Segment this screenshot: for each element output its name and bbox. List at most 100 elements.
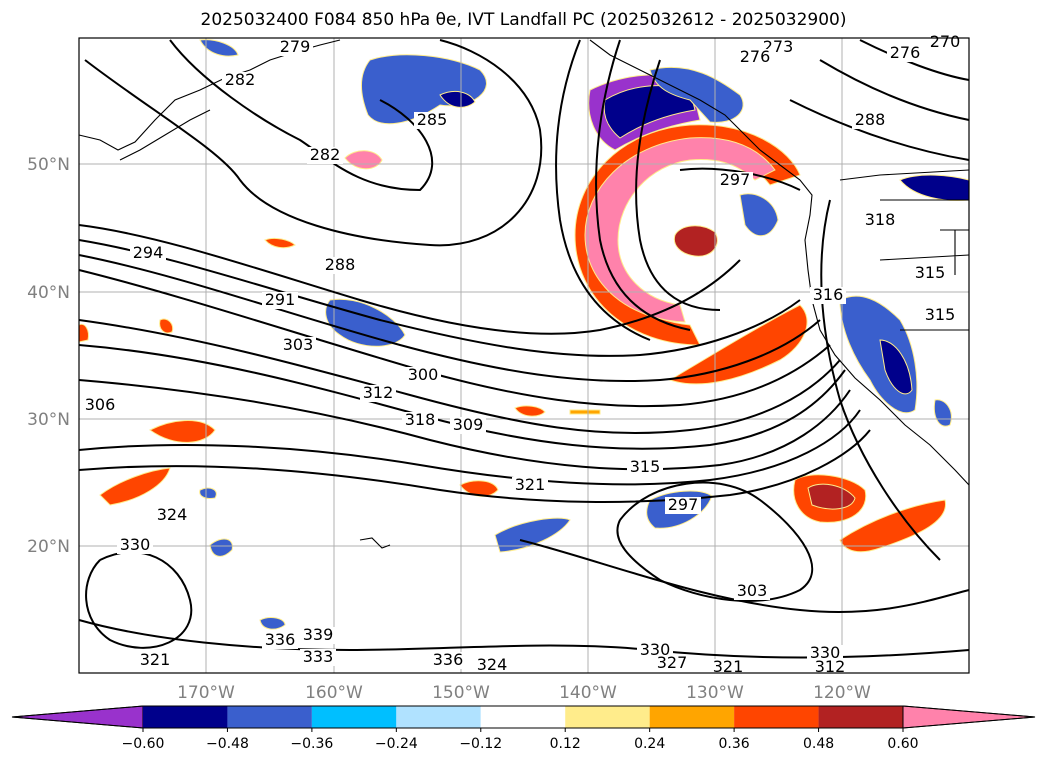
lon-label-4: 130°W [686,683,744,703]
contour-label-7: 297 [720,170,751,189]
contour-label-17: 336 [265,630,296,649]
contour-label-bg [627,459,663,476]
contour-label-bg [154,507,190,524]
contour-label-16: 330 [120,535,151,554]
colorbar-tick-label-9: 0.60 [887,736,918,752]
colorbar-segment-3 [396,706,481,728]
shaded-region-26 [264,237,296,249]
contour-label-39: 321 [140,650,171,669]
lat-label-2: 30°N [27,410,70,430]
contour-label-29: 300 [408,365,439,384]
contour-label-bg [130,245,166,262]
colorbar-segment-7 [734,706,819,728]
contour-label-bg [450,417,486,434]
shaded-region-2 [673,225,718,257]
colorbar-extend-right [902,705,1036,729]
lon-label-1: 160°W [305,683,363,703]
contour-label-21: 324 [477,655,508,674]
shaded-region-11 [668,304,808,385]
contour-label-bg [637,642,673,659]
colorbar-segment-4 [480,706,566,728]
contour-label-bg [360,385,396,402]
shaded-region-13 [807,483,856,510]
colorbar-segment-0 [143,706,228,728]
contour-label-bg [262,632,298,649]
contour-label-38: 315 [925,305,956,324]
contour-label-19: 333 [303,647,334,666]
colorbar-extend-left [11,705,144,729]
contour-labels: 279 282 285 282 288 291 294 297 303 306 309 312 315 3… [82,32,963,676]
contour-label-bg [812,659,848,676]
shaded-region-10 [199,39,239,57]
contour-label-bg [322,257,358,274]
contour-label-bg [430,652,466,669]
chart-title: 2025032400 F084 850 hPa θe, IVT Landfall… [200,10,847,30]
contour-label-bg [737,49,773,66]
contour-label-36: 316 [813,285,844,304]
shaded-region-31 [209,538,233,557]
lat-label-0: 50°N [27,155,70,175]
map-frame [78,37,970,674]
contour-label-bg [300,627,336,644]
contour-label-15: 324 [157,505,188,524]
contour-label-22: 330 [640,640,671,659]
shaded-region-15 [839,295,918,414]
contour-label-bg [654,655,690,672]
contour-label-bg [807,645,843,662]
colorbar-tick-label-8: 0.48 [803,736,834,752]
shaded-region-16 [879,339,913,395]
colorbar-tick-label-2: −0.36 [290,736,333,752]
contour-label-2: 285 [417,110,448,129]
contour-label-20: 336 [433,650,464,669]
shaded-region-9 [344,150,383,170]
contour-label-26: 312 [815,657,846,676]
contour-label-bg [405,367,441,384]
contour-label-bg [300,649,336,666]
contour-label-11: 312 [363,383,394,402]
contour-label-bg [414,112,450,129]
colorbar: −0.60 −0.48 −0.36 −0.24 −0.12 0.12 0.24 0.36 0.4… [11,705,1036,752]
colorbar-tick-label-6: 0.24 [634,736,665,752]
contour-label-27: 303 [737,581,768,600]
lat-label-3: 20°N [27,537,70,557]
contour-label-3: 282 [310,145,341,164]
shaded-region-27 [78,323,89,343]
shaded-region-7 [439,91,476,108]
lon-label-2: 150°W [432,683,490,703]
contour-label-bg [222,72,258,89]
contour-label-bg [117,537,153,554]
contour-label-14: 321 [515,475,546,494]
shaded-region-20 [494,517,571,553]
contour-label-bg [474,657,510,674]
contour-label-32: 270 [930,32,961,51]
contour-label-35: 315 [915,263,946,282]
colorbar-tick-label-0: −0.60 [122,736,165,752]
contour-label-bg [887,45,923,62]
colorbar-segment-6 [649,706,735,728]
contour-label-bg [922,307,958,324]
contour-label-bg [307,147,343,164]
colorbar-segment-5 [565,706,650,728]
colorbar-tick-label-4: −0.12 [459,736,502,752]
contour-label-23: 327 [657,653,688,672]
contour-label-bg [717,172,753,189]
contour-label-bg [512,477,548,494]
lon-label-0: 170°W [177,683,235,703]
contour-label-1: 282 [225,70,256,89]
shaded-region-14 [839,499,946,553]
shaded-region-17 [899,174,970,201]
contour-label-9: 306 [85,395,116,414]
contour-label-bg [280,337,316,354]
shaded-region-24 [514,405,546,417]
contour-label-bg [862,212,898,229]
colorbar-segment-8 [818,706,903,728]
theta-e-contours [78,39,970,659]
colorbar-segment-2 [311,706,397,728]
contour-label-bg [912,265,948,282]
contour-label-bg [710,659,746,676]
shaded-region-28 [159,318,174,334]
colorbar-tick-label-1: −0.48 [206,736,249,752]
shaded-region-29 [259,617,286,630]
contour-label-30: 288 [855,110,886,129]
